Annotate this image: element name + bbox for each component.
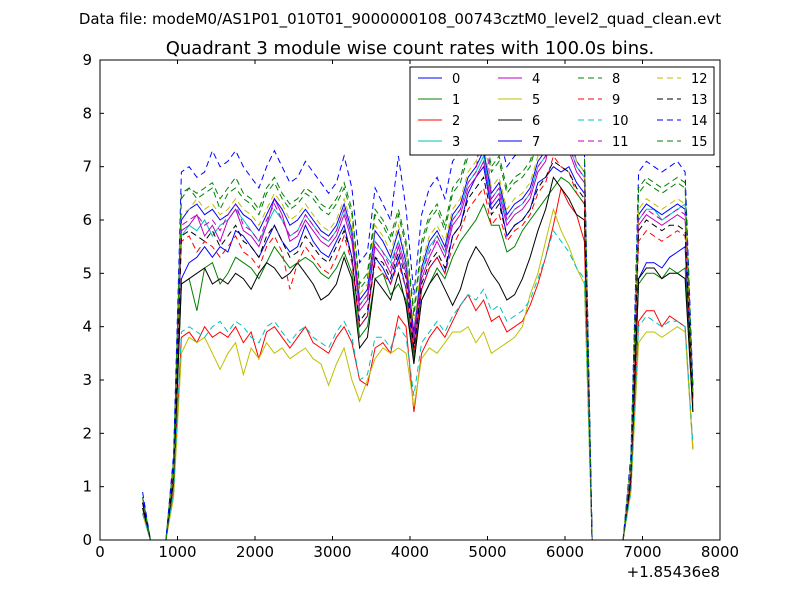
legend-label-6: 6 [532,114,540,129]
chart-title: Quadrant 3 module wise count rates with … [166,38,655,59]
legend-label-4: 4 [532,72,540,87]
series-line-14 [142,96,694,541]
series-line-13 [142,160,694,541]
x-tick-label: 0 [95,543,105,561]
x-offset-label: +1.85436e8 [627,563,720,581]
legend-label-15: 15 [691,135,708,150]
legend-label-13: 13 [691,93,708,108]
y-tick-label: 6 [82,211,92,229]
series-line-2 [142,186,694,541]
legend-label-0: 0 [452,72,460,87]
x-tick-label: 5000 [468,543,506,561]
x-tick-label: 1000 [158,543,196,561]
y-tick-label: 4 [82,318,92,336]
legend-label-3: 3 [452,135,460,150]
series-line-10 [142,229,694,541]
legend-box [409,66,715,156]
y-tick-label: 5 [82,264,92,282]
y-tick-label: 3 [82,371,92,389]
legend-label-7: 7 [532,135,540,150]
legend-label-9: 9 [612,93,620,108]
series-line-9 [142,154,694,541]
series-line-8 [142,91,694,541]
y-tick-label: 1 [82,478,92,496]
legend-label-10: 10 [612,114,629,129]
series-line-0 [142,165,694,541]
legend-label-8: 8 [612,72,620,87]
x-tick-label: 7000 [623,543,661,561]
y-tick-label: 2 [82,424,92,442]
axis-ticks: 0 1000 2000 3000 4000 5000 6000 7000 80000123456… [82,51,739,561]
y-tick-label: 9 [82,51,92,69]
y-tick-label: 7 [82,158,92,176]
legend-label-14: 14 [691,114,708,129]
x-tick-label: 3000 [313,543,351,561]
y-tick-label: 0 [82,531,92,549]
x-tick-label: 6000 [546,543,584,561]
suptitle: Data file: modeM0/AS1P01_010T01_90000001… [79,10,721,29]
legend-label-5: 5 [532,93,540,108]
legend-label-2: 2 [452,114,460,129]
legend-label-1: 1 [452,93,460,108]
legend-label-12: 12 [691,72,708,87]
legend-label-11: 11 [612,135,629,150]
x-tick-label: 8000 [701,543,739,561]
y-tick-label: 8 [82,104,92,122]
x-tick-label: 4000 [391,543,429,561]
x-tick-label: 2000 [236,543,274,561]
series-line-5 [142,207,694,541]
